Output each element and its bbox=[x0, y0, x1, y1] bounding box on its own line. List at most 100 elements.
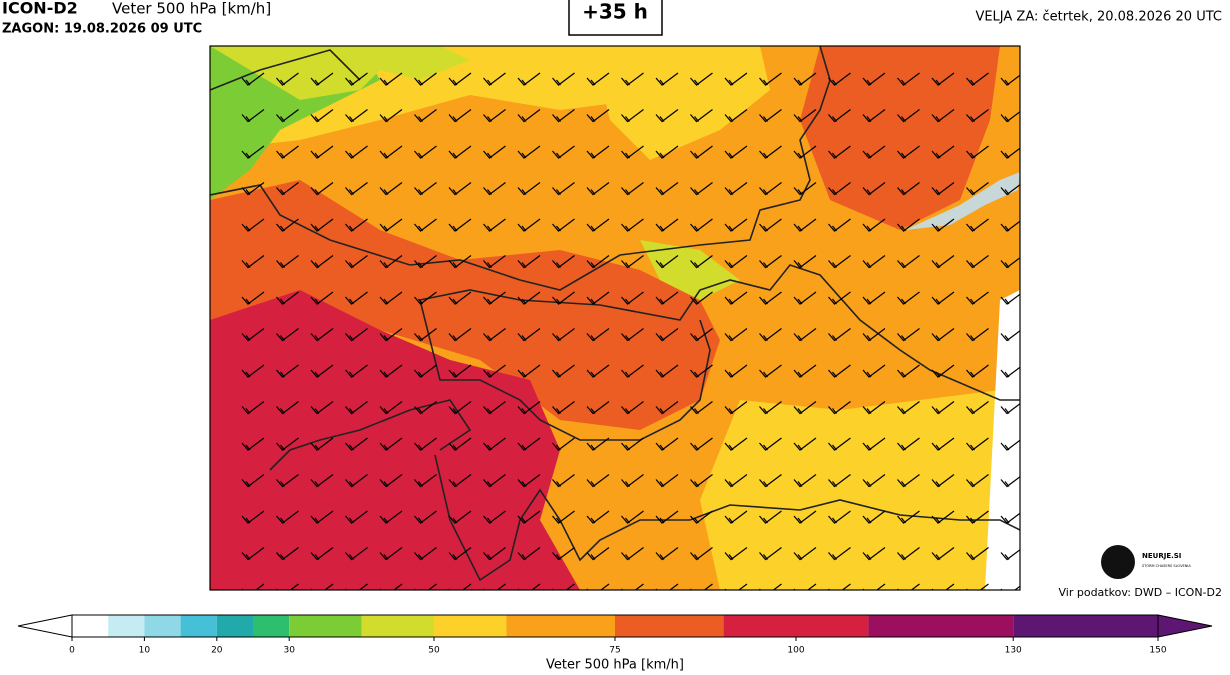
run-time: ZAGON: 19.08.2026 09 UTC bbox=[2, 22, 202, 37]
wind-barb bbox=[931, 401, 955, 415]
field-area bbox=[210, 290, 580, 590]
wind-barb bbox=[379, 291, 403, 305]
wind-barb bbox=[759, 328, 782, 342]
wind-barb bbox=[241, 328, 265, 342]
wind-barb bbox=[862, 583, 886, 590]
wind-barb bbox=[655, 401, 679, 415]
wind-barb bbox=[828, 255, 851, 269]
wind-barb bbox=[759, 583, 782, 590]
wind-barb bbox=[862, 401, 886, 415]
wind-barb bbox=[724, 291, 748, 305]
colorbar-segment bbox=[868, 615, 1014, 637]
wind-barb bbox=[828, 364, 851, 378]
wind-barb bbox=[276, 218, 299, 232]
wind-barb bbox=[1000, 439, 1020, 451]
wind-barb bbox=[862, 255, 886, 269]
wind-barb bbox=[966, 72, 989, 86]
wind-barb bbox=[586, 364, 610, 378]
wind-barb bbox=[724, 547, 748, 561]
wind-barb bbox=[793, 437, 817, 451]
wind-barb bbox=[310, 291, 334, 305]
wind-barb bbox=[966, 510, 989, 524]
wind-barb bbox=[724, 145, 748, 159]
wind-barb bbox=[724, 364, 748, 378]
wind-barb bbox=[310, 255, 334, 269]
wind-barb bbox=[655, 437, 679, 451]
wind-barb bbox=[276, 291, 299, 305]
wind-barb bbox=[552, 364, 575, 378]
wind-barb bbox=[690, 474, 713, 488]
wind-barb bbox=[690, 255, 713, 269]
wind-barb bbox=[448, 401, 472, 415]
wind-barb bbox=[586, 255, 610, 269]
wind-barb bbox=[448, 547, 472, 561]
wind-barb bbox=[897, 364, 920, 378]
wind-barb bbox=[931, 291, 955, 305]
wind-barb bbox=[828, 547, 851, 561]
wind-barb bbox=[483, 437, 506, 451]
wind-barb bbox=[724, 72, 748, 86]
wind-barb bbox=[552, 401, 575, 415]
wind-barb bbox=[690, 547, 713, 561]
wind-barb bbox=[517, 510, 541, 524]
wind-barb bbox=[931, 364, 955, 378]
wind-barb bbox=[690, 145, 713, 159]
wind-barb bbox=[414, 474, 437, 488]
wind-barb bbox=[241, 474, 265, 488]
wind-barb bbox=[862, 218, 886, 232]
wind-barb bbox=[724, 437, 748, 451]
wind-barb bbox=[897, 401, 920, 415]
wind-barb bbox=[276, 255, 299, 269]
wind-barb bbox=[310, 364, 334, 378]
wind-barb bbox=[241, 72, 265, 86]
wind-barb bbox=[966, 291, 989, 305]
wind-barb bbox=[483, 364, 506, 378]
wind-barb bbox=[793, 109, 817, 123]
wind-barb bbox=[276, 474, 299, 488]
wind-barb bbox=[517, 401, 541, 415]
colorbar-tick-label: 0 bbox=[69, 646, 75, 656]
colorbar-label: Veter 500 hPa [km/h] bbox=[546, 658, 684, 673]
wind-barb bbox=[897, 437, 920, 451]
wind-barb bbox=[310, 437, 334, 451]
wind-barb bbox=[345, 145, 368, 159]
wind-barb bbox=[414, 218, 437, 232]
wind-barb bbox=[379, 255, 403, 269]
colorbar-tick-label: 20 bbox=[211, 646, 223, 656]
colorbar-tick-label: 150 bbox=[1149, 646, 1166, 656]
wind-barb bbox=[793, 72, 817, 86]
wind-barb bbox=[448, 364, 472, 378]
wind-barb bbox=[345, 72, 368, 86]
wind-barb bbox=[966, 182, 989, 196]
wind-barb bbox=[862, 72, 886, 86]
wind-barb bbox=[621, 255, 644, 269]
wind-barb bbox=[241, 145, 265, 159]
wind-barb bbox=[1000, 403, 1020, 415]
wind-barb bbox=[310, 474, 334, 488]
wind-barb bbox=[655, 328, 679, 342]
wind-barb bbox=[793, 182, 817, 196]
wind-barb bbox=[483, 474, 506, 488]
wind-barb bbox=[897, 255, 920, 269]
wind-barb bbox=[655, 218, 679, 232]
wind-barb bbox=[931, 182, 955, 196]
wind-barb bbox=[379, 145, 403, 159]
wind-barb bbox=[552, 218, 575, 232]
wind-barb bbox=[828, 328, 851, 342]
colorbar-segment bbox=[253, 615, 290, 637]
wind-barb bbox=[931, 328, 955, 342]
wind-barb bbox=[690, 109, 713, 123]
wind-barb bbox=[966, 145, 989, 159]
wind-barb bbox=[483, 401, 506, 415]
wind-barb bbox=[586, 401, 610, 415]
wind-barb bbox=[483, 109, 506, 123]
wind-barb bbox=[379, 218, 403, 232]
data-source: Vir podatkov: DWD – ICON-D2 bbox=[1059, 586, 1223, 599]
wind-barb bbox=[414, 72, 437, 86]
wind-barb bbox=[448, 145, 472, 159]
wind-barb bbox=[310, 182, 334, 196]
wind-barb bbox=[828, 218, 851, 232]
wind-barb bbox=[586, 547, 610, 561]
wind-barb bbox=[276, 401, 299, 415]
